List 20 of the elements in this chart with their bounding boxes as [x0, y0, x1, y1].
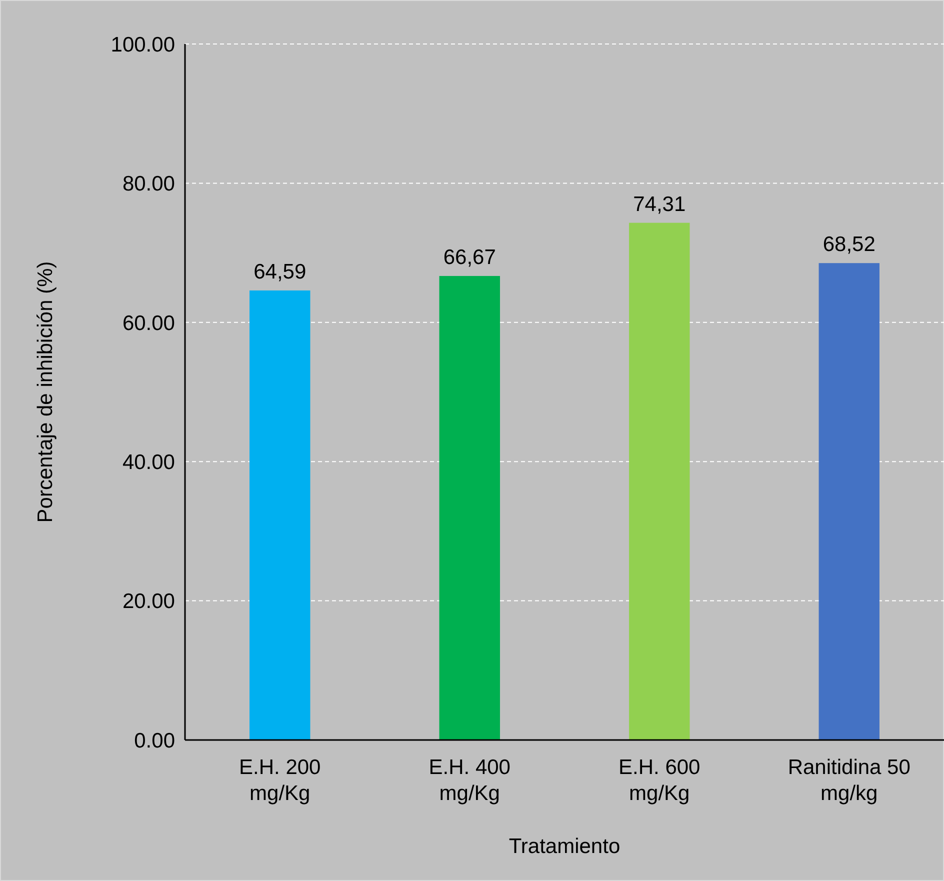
y-tick-label: 80.00 [122, 172, 175, 196]
data-label: 74,31 [633, 192, 686, 216]
data-label: 66,67 [443, 246, 496, 269]
x-tick-label: E.H. 200 mg/Kg [239, 756, 321, 805]
bar [439, 276, 500, 740]
y-tick-label: 60.00 [122, 312, 175, 335]
y-tick-label: 20.00 [122, 590, 175, 614]
y-axis-title: Porcentaje de inhibición (%) [34, 261, 57, 523]
x-tick-label: E.H. 400 mg/Kg [428, 756, 510, 805]
x-tick-label: Ranitidina 50 mg/kg [788, 756, 910, 805]
x-axis-title: Tratamiento [508, 835, 620, 858]
x-tick-label: E.H. 600 mg/Kg [618, 756, 700, 805]
bar [629, 222, 690, 740]
bar [250, 290, 310, 740]
data-label: 64,59 [254, 260, 306, 284]
bar [818, 263, 880, 740]
y-tick-label: 40.00 [122, 450, 175, 474]
y-tick-label: 0.00 [134, 729, 175, 752]
data-label: 68,52 [822, 233, 876, 256]
y-tick-label: 100.00 [110, 33, 175, 56]
